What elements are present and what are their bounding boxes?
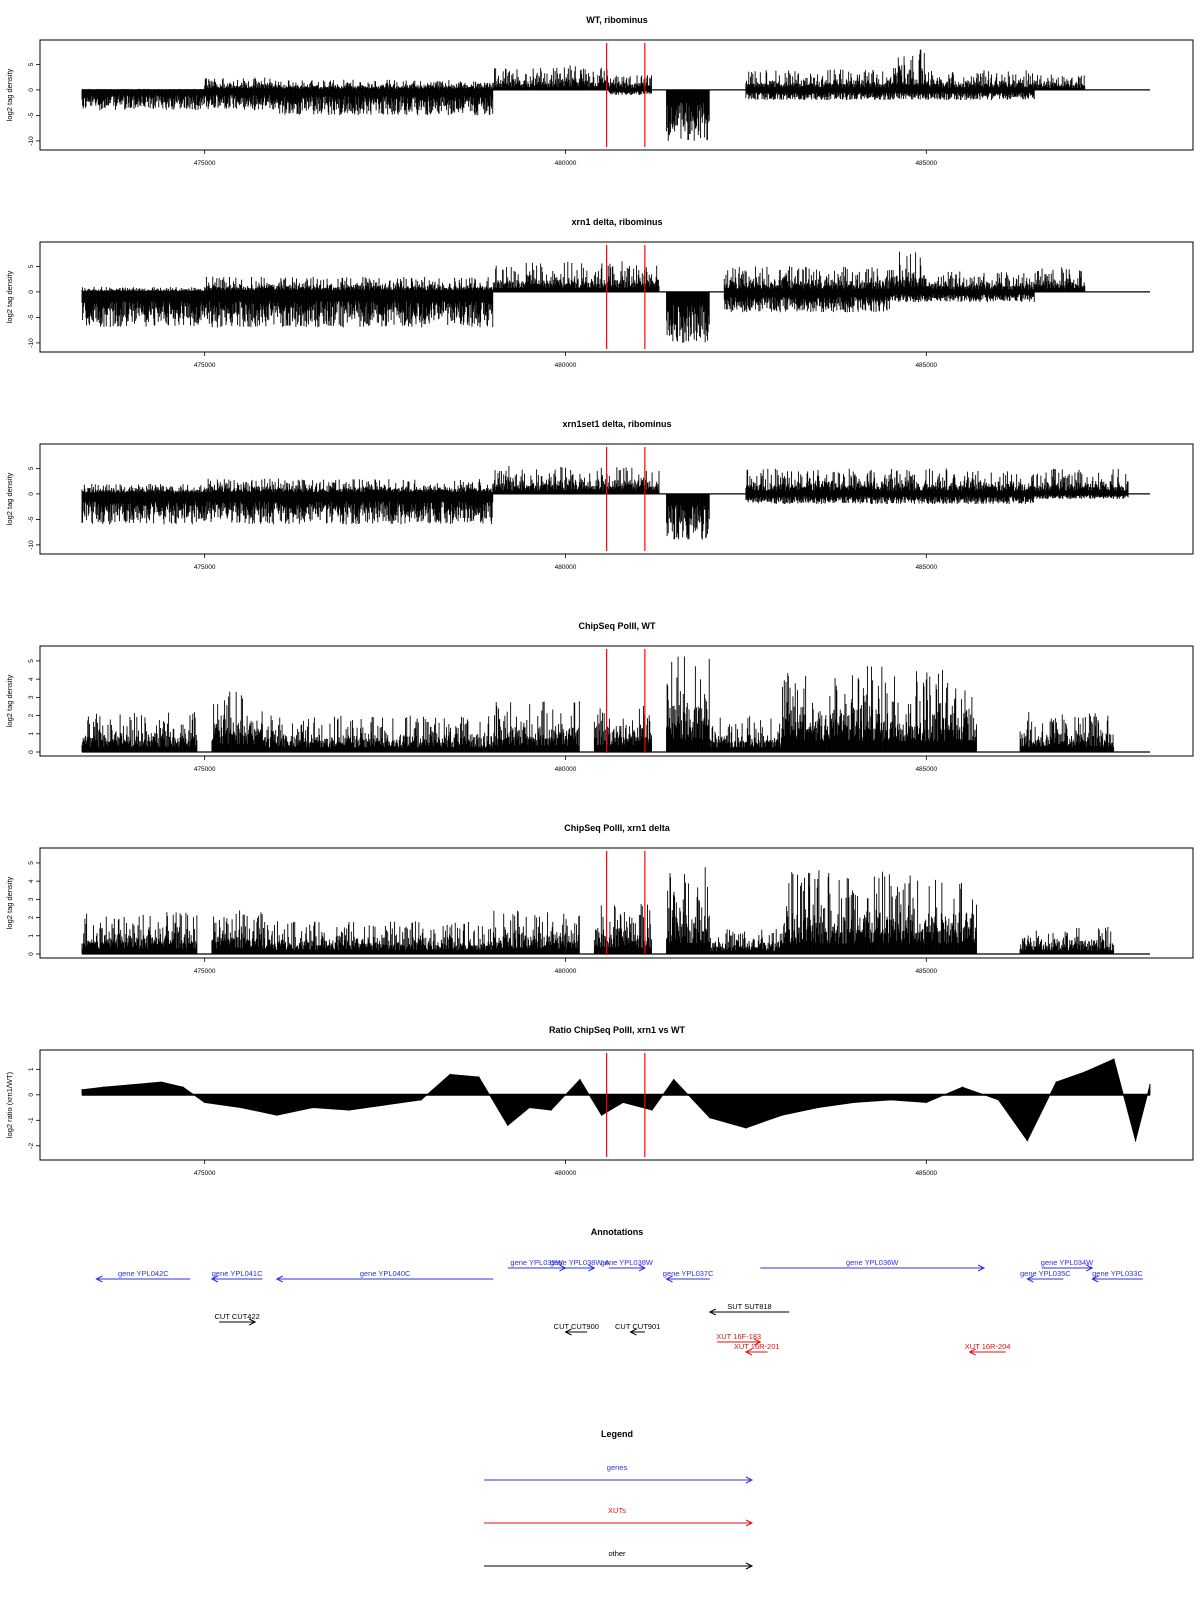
x-tick-label: 485000 xyxy=(915,160,937,167)
y-tick-label: -5 xyxy=(28,314,35,320)
chart-panel-1: WT, ribominus 5 0 -5 -10 475000 480000 485000 lo… xyxy=(5,15,1193,167)
y-tick-label: 0 xyxy=(28,290,35,294)
x-tick-label: 475000 xyxy=(194,362,216,369)
y-tick-label: 5 xyxy=(28,264,35,268)
y-tick-label: 0 xyxy=(28,88,35,92)
x-tick-label: 480000 xyxy=(555,362,577,369)
x-tick-label: 480000 xyxy=(555,160,577,167)
y-axis-label: log2 tag density xyxy=(5,68,14,121)
y-tick-label: -5 xyxy=(28,112,35,118)
bar-series xyxy=(82,50,1085,141)
y-tick-label: -10 xyxy=(28,338,35,348)
chart-title: WT, ribominus xyxy=(586,15,648,25)
bar-series xyxy=(82,252,1085,343)
y-tick-label: -10 xyxy=(28,136,35,146)
chart-title: xrn1 delta, ribominus xyxy=(571,217,662,227)
y-tick-label: 5 xyxy=(28,62,35,66)
x-tick-label: 485000 xyxy=(915,362,937,369)
y-axis-label: log2 tag density xyxy=(5,270,14,323)
x-tick-label: 475000 xyxy=(194,160,216,167)
chart-panel-2: xrn1 delta, ribominus 5 0 -5 -10 475000 480000… xyxy=(5,217,1193,369)
